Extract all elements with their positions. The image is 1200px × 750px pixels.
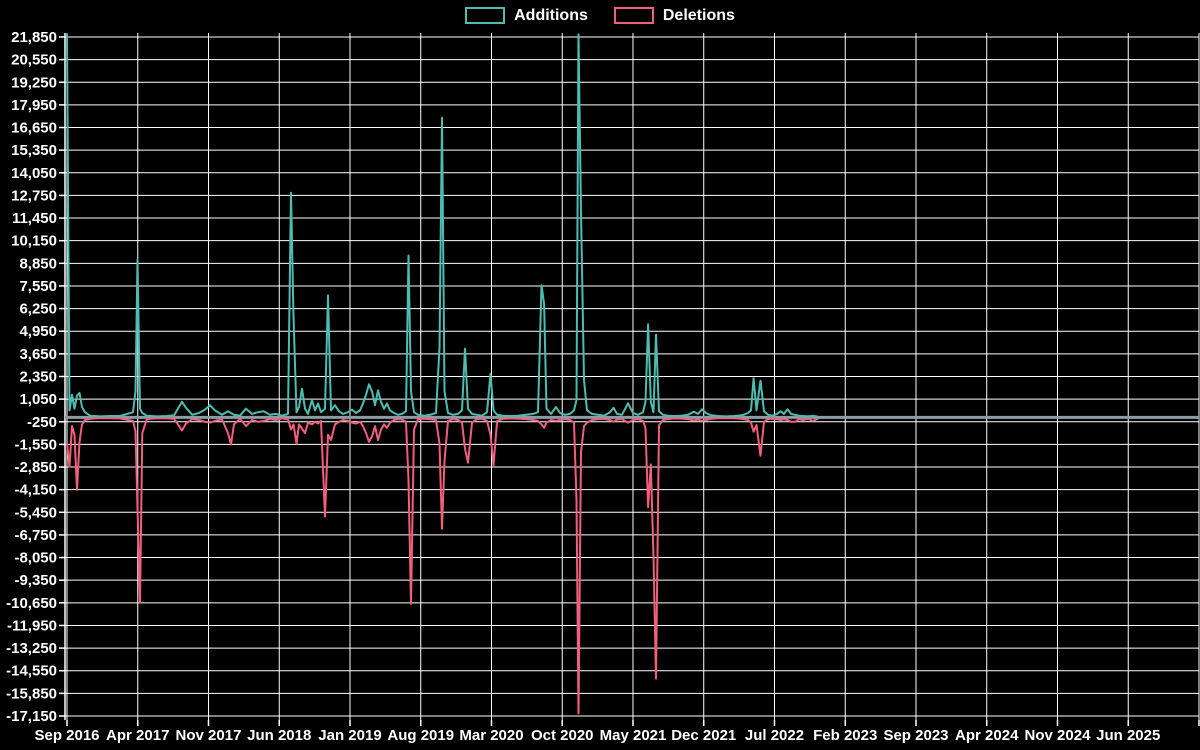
x-axis-label: Apr 2024 — [955, 727, 1019, 744]
y-axis-label: -9,350 — [14, 572, 57, 589]
y-axis-label: 7,550 — [19, 278, 57, 295]
y-axis-label: 21,850 — [11, 29, 57, 46]
x-axis-label: Dec 2021 — [671, 727, 736, 744]
y-axis-label: 6,250 — [19, 301, 57, 318]
y-axis-label: 19,250 — [11, 74, 57, 91]
y-axis-label: -4,150 — [14, 482, 57, 499]
y-axis-label: -250 — [27, 414, 57, 431]
y-axis-label: -13,250 — [6, 640, 57, 657]
y-axis-label: -2,850 — [14, 459, 57, 476]
additions-swatch-icon — [465, 7, 506, 24]
legend-label-deletions: Deletions — [662, 6, 735, 24]
y-axis-label: -10,650 — [6, 595, 57, 612]
y-axis-label: 1,050 — [19, 391, 57, 408]
x-axis-label: Aug 2019 — [387, 727, 454, 744]
y-axis-label: 14,050 — [11, 165, 57, 182]
y-axis-label: -1,550 — [14, 436, 57, 453]
x-axis-label: Sep 2016 — [34, 727, 99, 744]
y-axis-label: -8,050 — [14, 550, 57, 567]
x-axis-label: Apr 2017 — [106, 727, 169, 744]
y-axis-label: 10,150 — [11, 233, 57, 250]
additions-line — [66, 33, 821, 419]
y-axis-label: 3,650 — [19, 346, 57, 363]
y-axis-label: -5,450 — [14, 504, 57, 521]
x-axis-label: Mar 2020 — [459, 727, 523, 744]
y-axis-label: 20,550 — [11, 52, 57, 69]
y-axis-label: 17,950 — [11, 97, 57, 114]
y-axis-label: -15,850 — [6, 685, 57, 702]
y-axis-label: -17,150 — [6, 708, 57, 725]
x-axis-label: May 2021 — [600, 727, 667, 744]
y-axis-label: 15,350 — [11, 142, 57, 159]
x-axis-label: Nov 2017 — [176, 727, 242, 744]
y-axis-label: 2,350 — [19, 368, 57, 385]
deletions-swatch-icon — [613, 7, 654, 24]
y-axis-label: 8,850 — [19, 255, 57, 272]
y-axis-label: 16,650 — [11, 120, 57, 137]
x-axis-label: Jun 2025 — [1096, 727, 1160, 744]
y-axis-label: -6,750 — [14, 527, 57, 544]
x-axis-label: Oct 2020 — [531, 727, 594, 744]
chart-legend: Additions Deletions — [0, 7, 1200, 24]
x-axis-label: Jul 2022 — [745, 727, 804, 744]
x-axis-label: Nov 2024 — [1025, 727, 1092, 744]
y-grid-and-labels: 21,850 20,550 19,250 17,950 16,650 15,350 14,0… — [6, 29, 1199, 725]
y-axis-label: 12,750 — [11, 187, 57, 204]
x-grid-and-labels: Sep 2016 Apr 2017 Nov 2017 Jun 2018 Jan 2019… — [34, 33, 1200, 744]
x-axis-label: Jan 2019 — [318, 727, 381, 744]
legend-item-deletions[interactable]: Deletions — [613, 6, 735, 24]
y-axis-label: 11,450 — [12, 210, 57, 227]
x-axis-label: Sep 2023 — [883, 727, 948, 744]
deletions-line — [66, 416, 821, 715]
y-axis-label: 4,950 — [19, 323, 57, 340]
legend-label-additions: Additions — [514, 6, 588, 24]
x-axis-label: Feb 2023 — [813, 727, 877, 744]
y-axis-label: -14,550 — [6, 663, 57, 680]
y-axis-label: -11,950 — [7, 617, 57, 634]
x-axis-label: Jun 2018 — [247, 727, 311, 744]
legend-item-additions[interactable]: Additions — [465, 7, 588, 24]
